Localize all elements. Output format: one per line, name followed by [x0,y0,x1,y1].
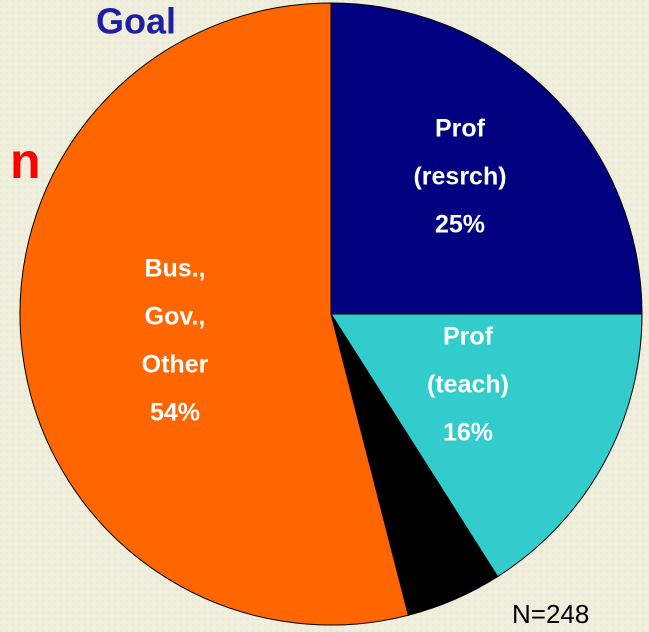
slice-value-label: 16% [443,419,493,447]
slice-label: (teach) [427,371,509,399]
pie-slice [19,2,409,626]
note: N=248 [512,599,589,629]
slice-value-label: 54% [150,399,200,427]
side-text: n [10,133,41,189]
slice-label: (resrch) [413,163,506,191]
slice-label: Gov., [145,303,206,331]
pie: Prof (resrch) 25% Prof (teach) 16% Bus., Gov., O… [19,2,643,626]
slice-label: Prof [435,115,486,143]
pie-slice [330,313,643,578]
slice-label: Bus., [144,255,205,283]
slice-value-label: 25% [435,211,485,239]
slice-label: Other [142,351,209,379]
pie-slice [330,2,643,315]
slice-label: Prof [443,323,494,351]
heading: Goal [96,1,176,42]
